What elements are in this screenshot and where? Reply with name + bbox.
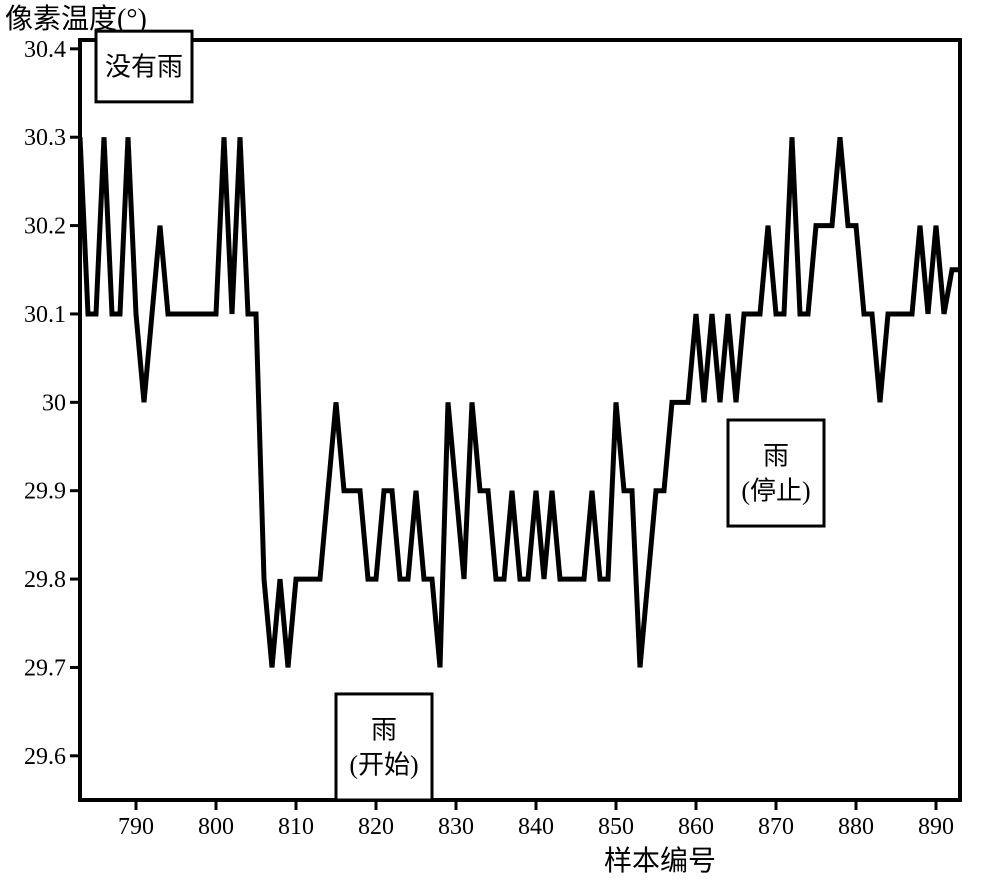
y-tick-label: 30.2 [24,214,66,240]
x-tick-label: 790 [118,814,154,840]
y-tick-label: 29.8 [24,567,66,593]
annotation-rain-stop-line: (停止) [741,477,810,506]
chart-container: 像素温度(°)样本编号29.629.729.829.93030.130.230.… [0,0,1000,887]
x-tick-label: 870 [758,814,794,840]
annotation-no-rain: 没有雨 [96,31,192,102]
annotation-rain-start-line: (开始) [349,751,418,780]
annotation-rain-stop-line: 雨 [763,441,789,470]
y-tick-label: 29.9 [24,479,66,505]
x-tick-label: 880 [838,814,874,840]
x-tick-label: 810 [278,814,314,840]
x-tick-label: 860 [678,814,714,840]
y-tick-label: 30 [42,390,66,416]
x-tick-label: 820 [358,814,394,840]
annotation-no-rain-line: 没有雨 [105,53,183,82]
x-tick-label: 850 [598,814,634,840]
y-tick-label: 30.4 [24,37,66,63]
y-tick-label: 29.7 [24,655,66,681]
x-tick-label: 840 [518,814,554,840]
x-tick-label: 830 [438,814,474,840]
annotation-rain-stop: 雨 (停止) [728,420,824,526]
x-tick-label: 890 [918,814,954,840]
annotation-rain-start: 雨 (开始) [336,694,432,800]
y-tick-label: 29.6 [24,744,66,770]
line-chart-svg: 像素温度(°)样本编号29.629.729.829.93030.130.230.… [0,0,1000,887]
annotation-rain-start-line: 雨 [371,715,397,744]
x-tick-label: 800 [198,814,234,840]
y-tick-label: 30.1 [24,302,66,328]
y-tick-label: 30.3 [24,125,66,151]
x-axis-title: 样本编号 [604,845,716,877]
